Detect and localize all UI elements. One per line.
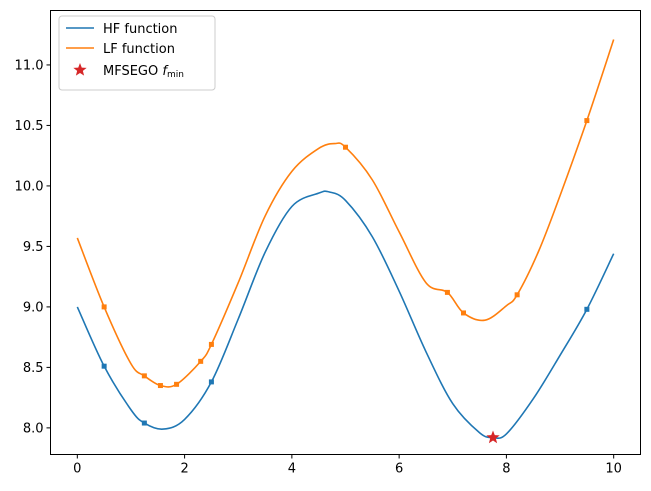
sample-point [343,144,348,150]
legend-star-marker [73,63,87,76]
sample-point [157,383,163,389]
sample-point [101,363,107,369]
sample-point [584,118,590,124]
plot-frame [50,10,641,455]
plot-area [76,39,615,444]
sample-point [141,420,147,426]
x-tick-label: 4 [288,462,296,477]
y-tick-label: 10.5 [15,119,44,134]
legend-box [58,15,216,91]
y-tick-label: 11.0 [15,58,44,73]
legend-hf-label: HF function [103,22,178,37]
sample-point [174,381,180,387]
sample-point [141,373,147,379]
series-line-hf [76,190,615,440]
legend-optimum-label: MFSEGO fmin [103,64,184,80]
series-line-lf [76,39,615,388]
sample-point [514,292,520,298]
sample-point [584,306,590,312]
x-tick-label: 8 [502,462,510,477]
legend-lf-label: LF function [103,42,175,57]
x-tick-label: 0 [73,462,81,477]
sample-point [208,379,214,385]
legend: HF function LF function MFSEGO fmin [58,15,216,91]
y-tick-label: 10.0 [15,179,44,194]
optimum-star-marker [486,430,500,444]
sample-point [198,358,204,364]
sample-point [208,341,214,347]
x-tick-label: 2 [180,462,188,477]
x-tick-label: 6 [395,462,403,477]
x-tick-label: 10 [605,462,622,477]
y-tick-label: 9.0 [23,300,44,315]
y-axis: 8.0 8.5 9.0 9.5 10.0 10.5 11.0 [15,58,51,436]
sample-point [101,304,107,310]
x-axis: 0 2 4 6 8 10 [73,454,622,477]
sample-point [444,289,450,295]
y-tick-label: 8.0 [23,421,44,436]
sample-point [461,310,466,316]
y-tick-label: 9.5 [23,240,44,255]
y-tick-label: 8.5 [23,361,44,376]
